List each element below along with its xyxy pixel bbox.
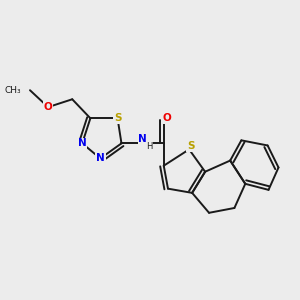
Text: N: N <box>138 134 147 144</box>
Text: O: O <box>44 102 52 112</box>
Text: S: S <box>187 141 194 152</box>
Text: H: H <box>146 142 152 152</box>
Text: CH₃: CH₃ <box>5 86 22 95</box>
Text: S: S <box>114 113 121 123</box>
Text: N: N <box>96 154 105 164</box>
Text: O: O <box>162 113 171 123</box>
Text: N: N <box>78 138 87 148</box>
